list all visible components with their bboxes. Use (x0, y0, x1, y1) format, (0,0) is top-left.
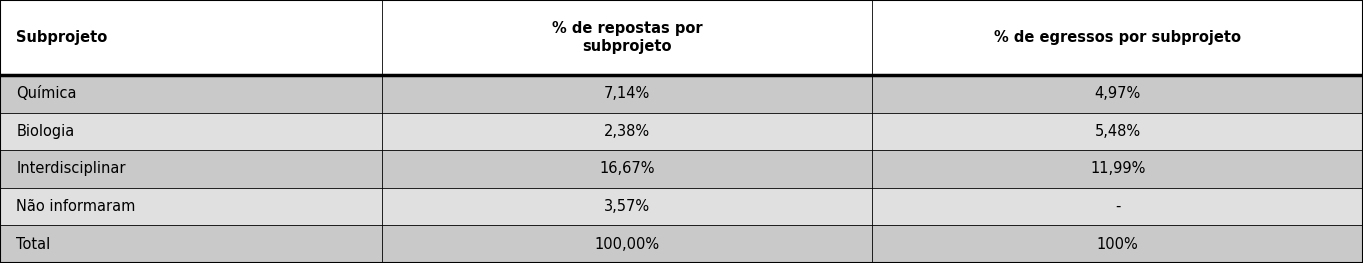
Text: 7,14%: 7,14% (604, 86, 650, 101)
Bar (0, 0, 382, 75)
Text: 16,67%: 16,67% (600, 161, 654, 176)
Bar (0, 75, 382, 113)
Text: Não informaram: Não informaram (16, 199, 136, 214)
Bar (382, 188, 872, 225)
Bar (382, 75, 872, 113)
Bar (382, 150, 872, 188)
Bar (0, 150, 382, 188)
Bar (382, 225, 872, 263)
Text: 3,57%: 3,57% (604, 199, 650, 214)
Text: 100%: 100% (1097, 237, 1138, 252)
Text: Subprojeto: Subprojeto (16, 30, 108, 45)
Bar (382, 0, 872, 75)
Bar (382, 113, 872, 150)
Bar (872, 0, 1363, 75)
Bar (0, 188, 382, 225)
Text: % de repostas por
subprojeto: % de repostas por subprojeto (552, 21, 702, 54)
Bar (0, 225, 382, 263)
Text: 2,38%: 2,38% (604, 124, 650, 139)
Text: Biologia: Biologia (16, 124, 75, 139)
Bar (872, 75, 1363, 113)
Bar (0, 113, 382, 150)
Text: 100,00%: 100,00% (594, 237, 660, 252)
Text: -: - (1115, 199, 1120, 214)
Text: 4,97%: 4,97% (1094, 86, 1141, 101)
Text: % de egressos por subprojeto: % de egressos por subprojeto (994, 30, 1242, 45)
Text: 5,48%: 5,48% (1094, 124, 1141, 139)
Text: Química: Química (16, 86, 76, 101)
Bar (872, 188, 1363, 225)
Text: Interdisciplinar: Interdisciplinar (16, 161, 125, 176)
Text: 11,99%: 11,99% (1090, 161, 1145, 176)
Bar (872, 113, 1363, 150)
Bar (872, 225, 1363, 263)
Bar (872, 150, 1363, 188)
Text: Total: Total (16, 237, 50, 252)
